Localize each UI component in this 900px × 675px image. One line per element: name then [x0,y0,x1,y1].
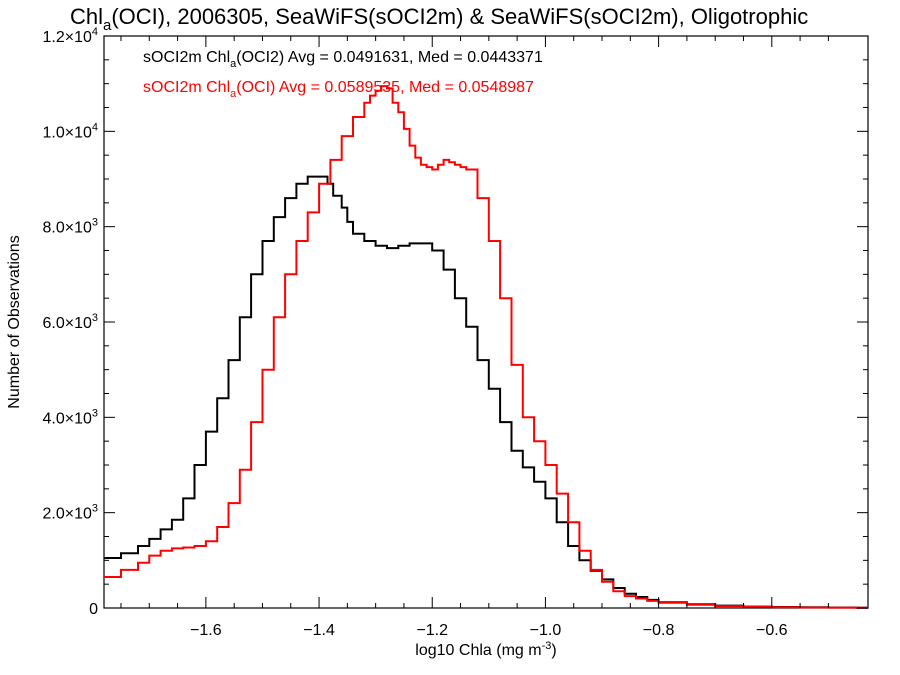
chart-title-main: Chl [70,4,103,29]
chart-title: Chla(OCI), 2006305, SeaWiFS(sOCI2m) & Se… [70,4,808,34]
series-line-black [104,175,868,609]
x-axis: −1.6 −1.4 −1.2 −1.0 −0.8 −0.6 [120,36,829,639]
x-tick-label: −0.8 [643,622,675,639]
x-axis-title-main: log10 Chla (mg m [415,642,541,659]
x-tick-label: −1.0 [530,622,562,639]
y-tick-label: 1.2×104 [42,26,98,46]
y-tick-label: 4.0×103 [42,407,98,427]
y-tick-label: 8.0×103 [42,217,98,237]
y-tick-label: 0 [89,601,98,618]
legend-red-subscript: a [230,88,237,100]
x-tick-label: −1.6 [190,622,222,639]
legend-black-text-b: (OCI2) Avg = 0.0491631, Med = 0.0443371 [236,49,543,66]
x-axis-title-superscript: -3 [542,640,552,652]
plot-frame [103,35,869,609]
y-axis-title: Number of Observations [6,235,23,408]
x-tick-label: −1.2 [416,622,448,639]
y-tick-label: 2.0×103 [42,503,98,523]
y-tick-label: 6.0×103 [42,312,98,332]
series-line-red [104,85,868,609]
chart-title-subscript: a [103,17,112,34]
y-axis: 0 2.0×103 4.0×103 6.0×103 8.0×103 1.0×104 1.2×… [42,26,868,618]
series-layer [104,85,868,609]
legend-red-text-a: sOCI2m Chl [143,79,230,96]
legend-black-subscript: a [230,58,237,70]
x-axis-title-end: ) [551,642,556,659]
x-axis-title: log10 Chla (mg m-3) [415,640,556,659]
legend-black-text-a: sOCI2m Chl [143,49,230,66]
legend-entry-black: sOCI2m Chla(OCI2) Avg = 0.0491631, Med =… [143,49,543,70]
legend-red-text-b: (OCI) Avg = 0.0589535, Med = 0.0548987 [236,79,534,96]
y-tick-label: 1.0×104 [42,121,98,141]
x-tick-label: −0.6 [756,622,788,639]
chart-title-rest: (OCI), 2006305, SeaWiFS(sOCI2m) & SeaWiF… [111,4,808,29]
legend-entry-red: sOCI2m Chla(OCI) Avg = 0.0589535, Med = … [143,79,534,100]
x-tick-label: −1.4 [303,622,335,639]
